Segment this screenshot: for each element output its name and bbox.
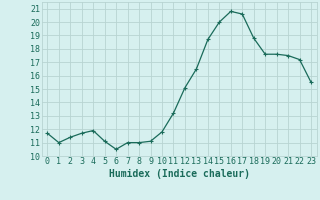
X-axis label: Humidex (Indice chaleur): Humidex (Indice chaleur) [109,169,250,179]
